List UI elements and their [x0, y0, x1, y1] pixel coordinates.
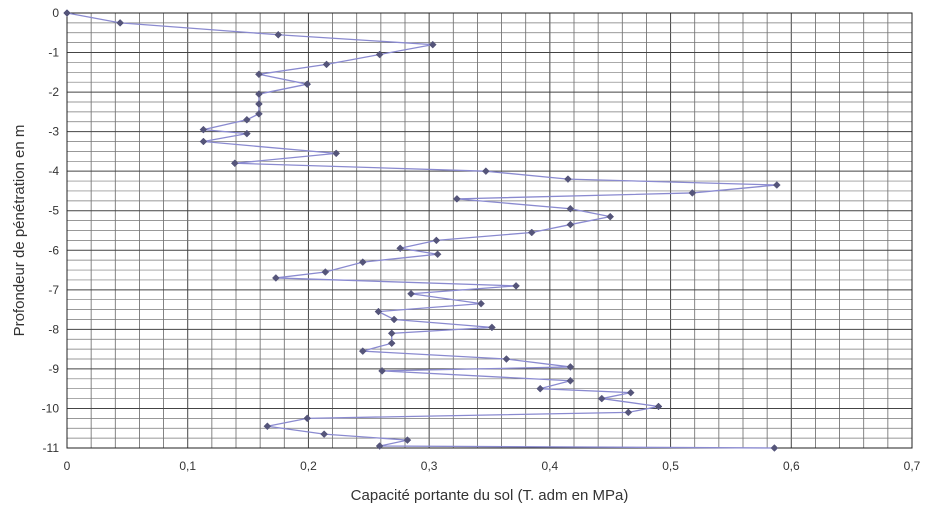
data-point — [375, 442, 384, 450]
y-tick-label: -8 — [48, 322, 59, 336]
series — [63, 9, 781, 452]
x-tick-label: 0,5 — [662, 459, 679, 473]
data-point — [303, 80, 312, 89]
data-point — [255, 109, 263, 118]
x-tick-label: 0,1 — [179, 459, 196, 473]
y-tick-label: -2 — [48, 85, 59, 99]
x-tick-label: 0,2 — [300, 459, 317, 473]
y-tick-label: -3 — [48, 125, 59, 139]
y-tick-label: -5 — [48, 204, 59, 218]
data-point — [230, 159, 239, 168]
data-point — [387, 339, 396, 348]
data-point — [597, 394, 606, 403]
data-point — [488, 323, 496, 332]
data-point — [199, 125, 208, 134]
y-tick-label: -1 — [48, 46, 59, 60]
data-point — [482, 167, 490, 176]
data-point — [453, 195, 461, 203]
data-point — [271, 274, 280, 282]
data-point — [512, 282, 520, 290]
data-point — [564, 175, 572, 183]
data-point — [527, 228, 536, 237]
data-point — [255, 100, 263, 108]
data-point — [403, 436, 412, 444]
data-point — [243, 115, 251, 124]
data-point — [624, 408, 633, 417]
data-point — [358, 258, 367, 266]
x-axis-label: Capacité portante du sol (T. adm en MPa) — [351, 487, 629, 504]
y-axis-label: Profondeur de pénétration en m — [11, 125, 28, 337]
plot-frame — [66, 12, 913, 449]
data-point — [770, 444, 779, 452]
y-tick-label: -7 — [48, 283, 59, 297]
data-point — [375, 50, 384, 59]
y-tick-label: -6 — [48, 243, 59, 257]
x-tick-label: 0,4 — [542, 459, 559, 473]
data-point — [566, 220, 575, 229]
y-tick-label: -9 — [48, 362, 59, 376]
data-point — [606, 212, 615, 221]
data-point — [390, 315, 398, 324]
data-point — [566, 376, 575, 385]
data-point — [477, 299, 485, 308]
data-point — [688, 189, 697, 197]
grid — [66, 12, 913, 449]
data-point — [255, 70, 263, 79]
data-point — [358, 347, 367, 355]
data-point — [199, 137, 208, 146]
data-point — [626, 388, 635, 397]
data-point — [243, 129, 251, 138]
data-point — [566, 363, 575, 371]
data-point — [116, 19, 124, 27]
data-point — [566, 204, 575, 213]
data-point — [432, 236, 441, 245]
y-axis: 0 -1 -2 -3 -4 -5 -6 -7 -8 -9 -10 -11 — [42, 6, 60, 455]
data-point — [433, 250, 442, 259]
data-point — [255, 90, 263, 98]
x-tick-label: 0,6 — [783, 459, 800, 473]
data-point — [263, 422, 272, 431]
x-axis: 0 0,1 0,2 0,3 0,4 0,5 0,6 0,7 — [64, 459, 921, 473]
data-point — [407, 289, 415, 298]
data-point — [63, 9, 71, 17]
data-point — [378, 367, 386, 375]
data-point — [274, 30, 283, 39]
x-tick-label: 0,7 — [904, 459, 921, 473]
y-tick-label: -10 — [42, 401, 60, 415]
data-point — [396, 244, 405, 253]
data-point — [502, 355, 511, 363]
x-tick-label: 0,3 — [421, 459, 438, 473]
data-point — [303, 414, 312, 423]
data-point — [428, 40, 437, 49]
data-point — [321, 268, 330, 276]
data-point — [772, 181, 781, 189]
data-point — [332, 149, 341, 158]
data-point — [387, 329, 396, 338]
y-tick-label: -11 — [43, 441, 60, 455]
data-point — [654, 402, 663, 411]
data-point — [536, 384, 545, 393]
y-tick-label: 0 — [52, 6, 59, 20]
y-tick-label: -4 — [48, 164, 59, 178]
x-tick-label: 0 — [64, 459, 71, 473]
data-point — [374, 307, 383, 316]
data-point — [320, 430, 328, 439]
data-point — [322, 60, 331, 69]
